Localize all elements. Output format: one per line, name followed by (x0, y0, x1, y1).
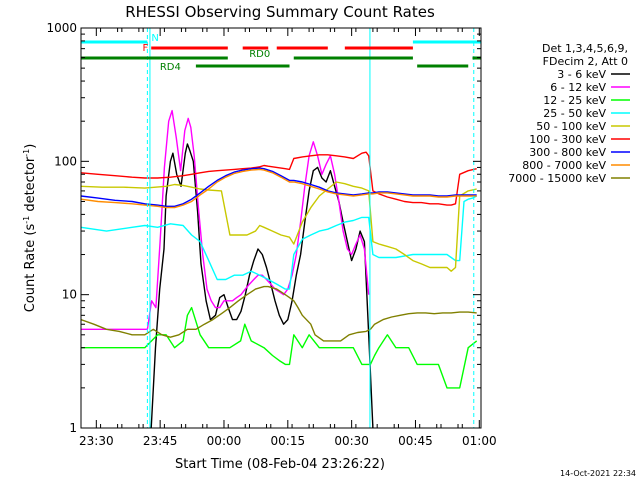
series-line-0 (151, 144, 373, 428)
y-tick-label-1: 10 (62, 288, 77, 302)
x-tick-label-4: 00:30 (334, 434, 369, 448)
legend-header-line-1: Det 1,3,4,5,6,9, (542, 42, 628, 55)
footer-timestamp: 14-Oct-2021 22:34 (560, 469, 636, 478)
marker-label-rd0: RD0 (249, 49, 270, 60)
legend-label-5: 100 - 300 keV (529, 133, 606, 146)
plot-area: NF RD0 RD4 1 10 100 1000 23:30 23:45 00:00 00:15 00… (46, 21, 496, 448)
y-tick-label-3: 1000 (46, 21, 77, 35)
chart-title: RHESSI Observing Summary Count Rates (125, 3, 435, 21)
x-tick-label-6: 01:00 (462, 434, 497, 448)
legend-label-0: 3 - 6 keV (557, 68, 606, 81)
y-tick-label-2: 100 (54, 154, 77, 168)
legend-header-line-2: FDecim 2, Att 0 (543, 55, 628, 68)
marker-label-f: F (142, 43, 148, 54)
x-tick-label-0: 23:30 (79, 434, 114, 448)
x-tick-label-5: 00:45 (398, 434, 433, 448)
x-tick-label-3: 00:15 (271, 434, 306, 448)
legend-label-6: 300 - 800 keV (529, 146, 606, 159)
legend-label-8: 7000 - 15000 keV (508, 172, 606, 185)
y-tick-label-0: 1 (69, 421, 77, 435)
legend-label-3: 25 - 50 keV (543, 107, 606, 120)
legend-label-7: 800 - 7000 keV (522, 159, 606, 172)
marker-label-n: N (151, 33, 158, 44)
legend: Det 1,3,4,5,6,9, FDecim 2, Att 0 3 - 6 k… (508, 42, 630, 185)
legend-label-1: 6 - 12 keV (550, 81, 606, 94)
x-axis-label: Start Time (08-Feb-04 23:26:22) (175, 457, 385, 472)
series-line-5 (81, 152, 477, 205)
plot-frame (81, 28, 481, 428)
legend-label-4: 50 - 100 keV (536, 120, 606, 133)
legend-label-2: 12 - 25 keV (543, 94, 606, 107)
marker-label-rd4: RD4 (160, 62, 181, 73)
x-tick-label-2: 00:00 (207, 434, 242, 448)
series-line-3 (81, 196, 477, 289)
y-axis-label: Count Rate (s-1 detector-1) (22, 144, 38, 313)
x-tick-label-1: 23:45 (143, 434, 178, 448)
series-line-6 (81, 168, 477, 206)
series-line-2 (81, 308, 477, 388)
